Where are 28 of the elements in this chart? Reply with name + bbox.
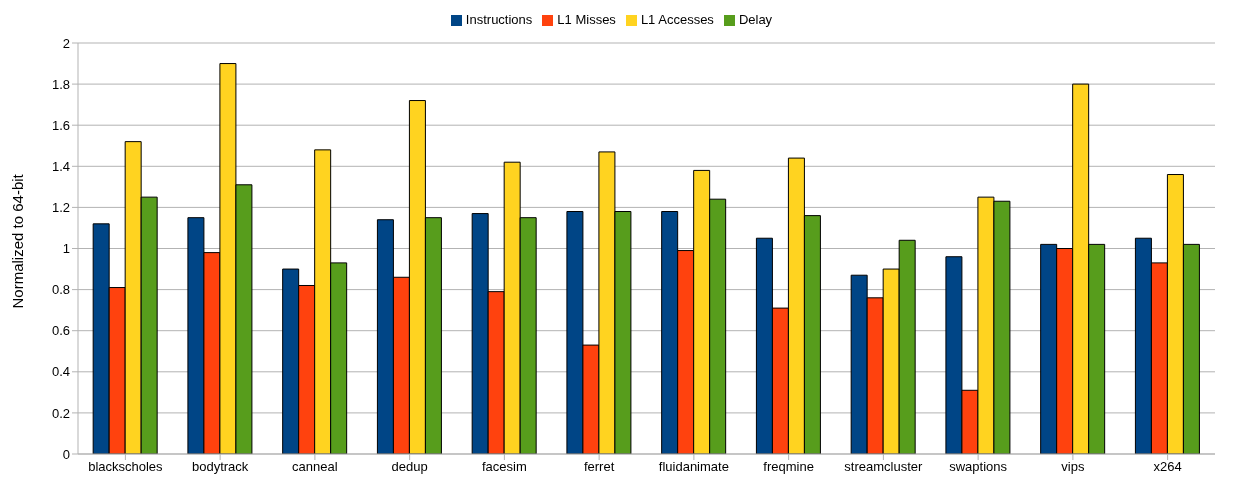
legend-label: Instructions bbox=[465, 12, 533, 27]
x-tick-label: bodytrack bbox=[191, 459, 249, 475]
legend-label: Delay bbox=[738, 12, 773, 27]
x-tick-label: streamcluster bbox=[844, 459, 924, 475]
x-tick-label: fluidanimate bbox=[658, 459, 729, 475]
y-tick-label: 1.6 bbox=[51, 117, 70, 133]
y-tick-label: 0.6 bbox=[51, 323, 70, 339]
y-tick-label: 0 bbox=[62, 446, 70, 462]
x-tick-label: blackscholes bbox=[88, 459, 164, 475]
y-tick-label: 1 bbox=[62, 241, 70, 257]
y-tick-label: 0.8 bbox=[51, 282, 70, 298]
y-tick-label: 1.4 bbox=[51, 158, 70, 174]
y-axis-title: Normalized to 64-bit bbox=[9, 173, 27, 309]
x-tick-label: swaptions bbox=[949, 459, 1008, 475]
x-tick-label: facesim bbox=[481, 459, 527, 475]
x-tick-label: ferret bbox=[583, 459, 615, 475]
x-tick-label: freqmine bbox=[763, 459, 814, 475]
legend-label: L1 Misses bbox=[557, 12, 616, 27]
y-tick-label: 1.8 bbox=[51, 76, 70, 92]
y-tick-label: 1.2 bbox=[51, 200, 70, 216]
y-tick-label: 2 bbox=[62, 35, 70, 51]
legend-label: L1 Accesses bbox=[640, 12, 714, 27]
y-tick-label: 0.4 bbox=[51, 364, 70, 380]
x-tick-label: x264 bbox=[1153, 459, 1182, 475]
x-tick-label: dedup bbox=[391, 459, 428, 475]
x-tick-label: canneal bbox=[292, 459, 338, 475]
x-tick-label: vips bbox=[1061, 459, 1085, 475]
y-tick-label: 0.2 bbox=[51, 405, 70, 421]
